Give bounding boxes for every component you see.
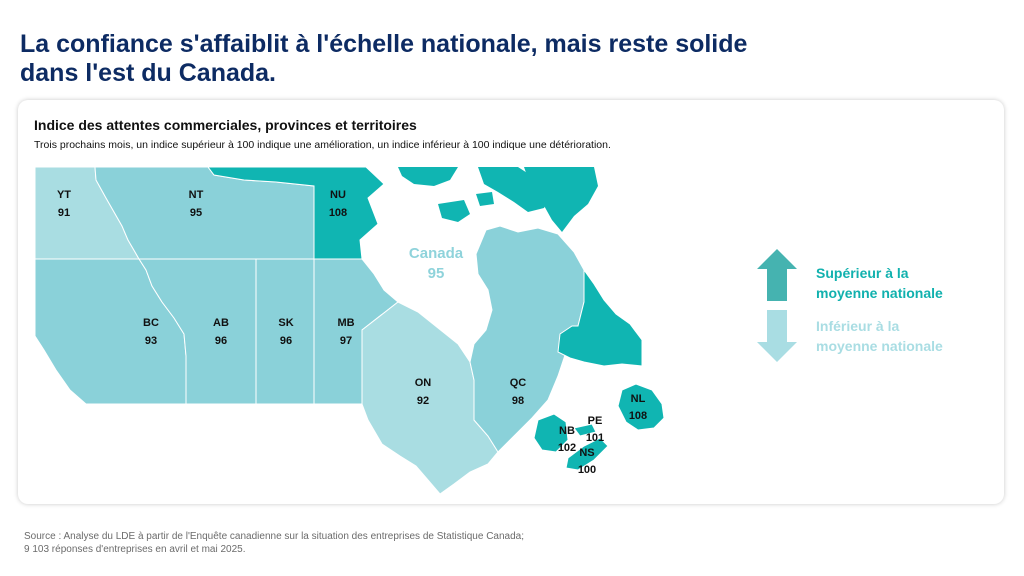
legend-above: Supérieur à la moyenne nationale	[816, 263, 943, 303]
region-value-bc: 93	[145, 335, 157, 347]
legend-above-line-2: moyenne nationale	[816, 285, 943, 301]
region-value-qc: 98	[512, 395, 524, 407]
region-shape-nl-island[interactable]	[617, 383, 665, 431]
region-code-nb: NB	[559, 425, 575, 437]
region-code-nt: NT	[189, 189, 204, 201]
nu-island-southampton[interactable]	[438, 200, 470, 222]
map-title: Indice des attentes commerciales, provin…	[34, 117, 417, 133]
region-shape-pe[interactable]	[573, 423, 597, 437]
region-code-mb: MB	[337, 317, 354, 329]
region-shape-nb[interactable]	[533, 413, 569, 453]
region-code-bc: BC	[143, 317, 159, 329]
region-code-nl: NL	[631, 393, 646, 405]
region-code-sk: SK	[278, 317, 293, 329]
region-value-on: 92	[417, 395, 429, 407]
region-code-ns: NS	[579, 447, 594, 459]
region-code-nu: NU	[330, 189, 346, 201]
region-code-pe: PE	[588, 415, 603, 427]
legend-below-line-1: Inférieur à la	[816, 318, 900, 334]
region-code-ab: AB	[213, 317, 229, 329]
region-value-nb: 102	[558, 442, 576, 454]
region-value-ns: 100	[578, 464, 596, 476]
headline-line-2: dans l'est du Canada.	[20, 59, 277, 87]
region-code-on: ON	[415, 377, 432, 389]
region-value-nt: 95	[190, 207, 202, 219]
region-value-pe: 101	[586, 432, 604, 444]
nu-island-north[interactable]	[398, 167, 458, 186]
region-value-ab: 96	[215, 335, 227, 347]
arrow-down-icon	[757, 310, 797, 362]
region-shape-on[interactable]	[361, 301, 499, 495]
source-line-2: 9 103 réponses d'entreprises en avril et…	[24, 544, 246, 555]
region-shape-nl-labrador[interactable]	[557, 268, 643, 367]
map-subtitle: Trois prochains mois, un indice supérieu…	[34, 139, 611, 151]
region-value-yt: 91	[58, 207, 70, 219]
nu-island-small[interactable]	[476, 192, 494, 206]
source-note: Source : Analyse du LDE à partir de l'En…	[24, 530, 724, 556]
region-shape-sk[interactable]	[255, 258, 315, 405]
legend-above-line-1: Supérieur à la	[816, 265, 909, 281]
map-card: Indice des attentes commerciales, provin…	[18, 100, 1004, 504]
region-shape-qc[interactable]	[469, 225, 585, 453]
region-value-sk: 96	[280, 335, 292, 347]
canada-map: YT 91 NT 95 NU 108 BC 93 AB 96 SK 96 MB …	[34, 166, 797, 495]
region-value-nl: 108	[629, 410, 647, 422]
greenland-shape	[524, 167, 598, 232]
national-name: Canada	[409, 245, 464, 262]
region-code-yt: YT	[57, 189, 71, 201]
legend-below-line-2: moyenne nationale	[816, 338, 943, 354]
region-code-qc: QC	[510, 377, 527, 389]
arrow-up-icon	[757, 249, 797, 301]
national-value: 95	[428, 265, 445, 282]
region-shape-ns[interactable]	[565, 437, 609, 471]
headline-line-1: La confiance s'affaiblit à l'échelle nat…	[20, 30, 748, 58]
source-line-1: Source : Analyse du LDE à partir de l'En…	[24, 531, 524, 542]
region-value-nu: 108	[329, 207, 347, 219]
region-value-mb: 97	[340, 335, 352, 347]
legend-below: Inférieur à la moyenne nationale	[816, 316, 943, 356]
page-headline: La confiance s'affaiblit à l'échelle nat…	[20, 30, 980, 88]
